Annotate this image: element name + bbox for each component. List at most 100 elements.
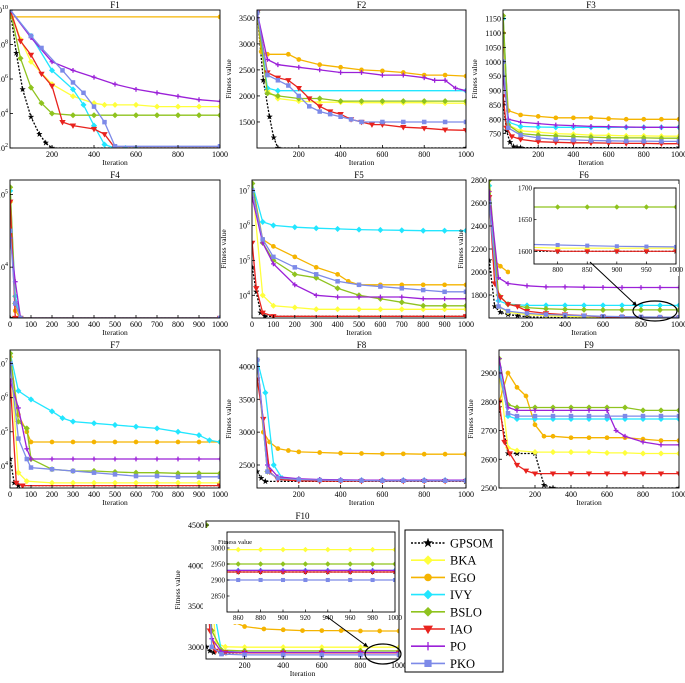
series-line-pko [10, 10, 220, 147]
x-axis-label: Iteration [571, 328, 597, 337]
data-point-po [588, 124, 594, 129]
x-tick-label: 800 [172, 150, 184, 159]
data-point-iao [508, 134, 515, 140]
series-line-po [499, 358, 679, 446]
x-axis-label: Iteration [102, 328, 128, 337]
data-point-iao [259, 310, 266, 317]
data-point-pko [348, 117, 354, 122]
data-point-iao [567, 471, 575, 477]
x-tick-label: 600 [374, 320, 386, 329]
legend-label: IVY [450, 588, 472, 602]
series-line-bslo [10, 187, 220, 318]
series-group [503, 12, 679, 148]
data-point-bslo [398, 299, 405, 306]
inset-data-point-iao [673, 249, 676, 255]
data-point-pko [505, 411, 511, 416]
data-point-bka [291, 304, 298, 311]
data-point-ego [541, 433, 547, 439]
data-point-pko [296, 477, 302, 482]
x-tick-label: 800 [417, 320, 429, 329]
inset-data-point-iao [643, 249, 650, 255]
inset-data-point-bka [369, 546, 376, 553]
panel-title: F3 [586, 0, 596, 10]
data-point-po [112, 456, 118, 462]
data-point-ivy [216, 438, 220, 446]
data-point-bka [101, 101, 108, 108]
inset-data-point-po [258, 568, 263, 573]
y-axis-label: Fitness value [173, 570, 182, 610]
inset-y-tick-label: 1700 [518, 185, 533, 193]
data-point-ego [550, 433, 556, 439]
legend-item-bslo: BSLO [411, 605, 482, 619]
x-axis-label: Iteration [578, 158, 604, 167]
data-point-ego [535, 114, 541, 119]
zoom-arrow [325, 615, 369, 648]
legend-marker-diamond [423, 589, 433, 600]
x-tick-label: 400 [567, 150, 579, 159]
data-point-iao [535, 139, 542, 145]
x-tick-label: 700 [151, 490, 163, 499]
data-point-iao [421, 126, 428, 132]
data-point-bka [111, 479, 119, 486]
data-point-po [154, 90, 160, 96]
inset-data-point-po [303, 568, 308, 573]
x-tick-label: 100 [25, 490, 37, 499]
x-tick-label: 1000 [671, 490, 685, 499]
inset-series-group [227, 546, 395, 583]
data-point-po [553, 122, 559, 128]
data-point-pko [399, 286, 405, 291]
data-point-ego [70, 439, 76, 445]
data-point-pko [421, 119, 427, 125]
panel-title: F2 [357, 0, 367, 10]
data-point-pko [420, 287, 426, 293]
data-point-pko [154, 473, 160, 479]
data-point-bslo [316, 95, 323, 102]
data-point-bka [174, 479, 182, 486]
series-line-bslo [257, 359, 466, 482]
data-point-iao [253, 286, 260, 292]
data-point-ego [553, 115, 559, 121]
data-point-ego [442, 282, 447, 288]
data-point-gpsom [36, 130, 43, 138]
y-tick-label: 105 [239, 255, 250, 265]
data-point-iao [531, 471, 539, 477]
panel-f4: 0 100 200 300 400 500 600 700 800 900 1000 104 105 F4… [0, 170, 228, 337]
data-point-po [378, 294, 383, 300]
data-point-ego [604, 435, 610, 441]
data-point-po [313, 292, 319, 298]
y-axis-label: Fitness value [466, 399, 475, 439]
y-axis-label: Fitness value [456, 229, 465, 269]
inset-x-tick-label: 920 [300, 614, 311, 622]
data-point-po [442, 77, 448, 83]
y-tick-label: 2000 [471, 268, 487, 277]
data-point-gpsom [270, 134, 278, 141]
data-point-pko [70, 80, 76, 85]
data-point-bka [69, 93, 77, 100]
series-group [257, 356, 466, 485]
panel-title: F7 [110, 340, 120, 350]
data-point-po [296, 64, 302, 70]
axes-box [502, 9, 680, 149]
inset-data-point-pko [614, 244, 619, 249]
data-point-pko [506, 125, 511, 131]
x-tick-label: 200 [532, 150, 544, 159]
inset-data-point-pko [585, 243, 590, 248]
data-point-iao [675, 471, 679, 477]
data-point-iao [306, 96, 313, 102]
data-point-bka [549, 449, 557, 456]
series-line-iao [10, 380, 220, 487]
inset-axes: 800 850 900 950 1000 1600 1650 1700 [510, 184, 684, 276]
data-point-ego [296, 449, 302, 455]
data-point-pko [581, 313, 587, 318]
data-point-bslo [195, 112, 203, 119]
data-point-bka [313, 306, 320, 313]
legend-item-iao: IAO [411, 623, 472, 637]
data-point-ego [380, 451, 385, 457]
series-line-iao [10, 10, 220, 148]
data-point-bslo [48, 110, 56, 117]
inset-data-point-bslo [257, 561, 264, 567]
inset-data-point-bslo [554, 204, 561, 210]
y-tick-label: 108 [0, 40, 8, 50]
data-point-pko [619, 314, 625, 318]
inset-x-tick-label: 1000 [669, 266, 684, 274]
